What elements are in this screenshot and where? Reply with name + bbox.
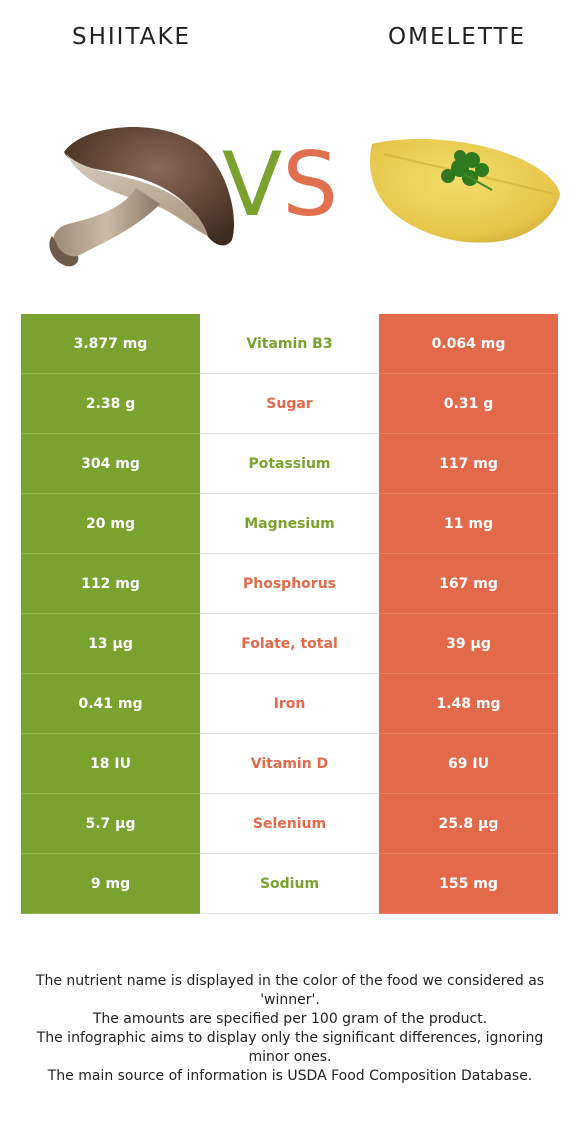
omelette-value: 69 IU: [379, 734, 558, 794]
table-row: 9 mg Sodium 155 mg: [21, 854, 558, 914]
food-title-left: SHIITAKE: [72, 24, 192, 50]
table-row: 13 µg Folate, total 39 µg: [21, 614, 558, 674]
note-per-100g: The amounts are specified per 100 gram o…: [92, 1011, 488, 1027]
nutrient-name: Iron: [200, 674, 379, 733]
vs-s: S: [282, 133, 339, 236]
shiitake-value: 2.38 g: [21, 374, 200, 434]
nutrient-name: Sodium: [200, 854, 379, 913]
omelette-value: 0.31 g: [379, 374, 558, 434]
shiitake-value: 9 mg: [21, 854, 200, 914]
table-row: 5.7 µg Selenium 25.8 µg: [21, 794, 558, 854]
nutrient-name: Vitamin B3: [200, 314, 379, 373]
shiitake-image: [49, 127, 235, 267]
omelette-value: 117 mg: [379, 434, 558, 494]
shiitake-value: 20 mg: [21, 494, 200, 554]
omelette-value: 1.48 mg: [379, 674, 558, 734]
shiitake-value: 3.877 mg: [21, 314, 200, 374]
omelette-value: 25.8 µg: [379, 794, 558, 854]
vs-label: VS: [222, 140, 338, 230]
vs-v: V: [222, 133, 283, 236]
omelette-value: 0.064 mg: [379, 314, 558, 374]
shiitake-value: 5.7 µg: [21, 794, 200, 854]
nutrient-name: Selenium: [200, 794, 379, 853]
footnotes: The nutrient name is displayed in the co…: [20, 972, 560, 1086]
omelette-image: [370, 139, 560, 243]
note-winner-color: The nutrient name is displayed in the co…: [35, 973, 545, 1008]
food-title-right: OMELETTE: [388, 24, 527, 50]
table-row: 0.41 mg Iron 1.48 mg: [21, 674, 558, 734]
table-row: 304 mg Potassium 117 mg: [21, 434, 558, 494]
note-source: The main source of information is USDA F…: [47, 1068, 533, 1084]
table-row: 18 IU Vitamin D 69 IU: [21, 734, 558, 794]
shiitake-value: 112 mg: [21, 554, 200, 614]
nutrient-name: Vitamin D: [200, 734, 379, 793]
shiitake-value: 13 µg: [21, 614, 200, 674]
nutrient-name: Phosphorus: [200, 554, 379, 613]
shiitake-value: 18 IU: [21, 734, 200, 794]
nutrient-name: Potassium: [200, 434, 379, 493]
table-row: 20 mg Magnesium 11 mg: [21, 494, 558, 554]
omelette-value: 167 mg: [379, 554, 558, 614]
nutrient-name: Magnesium: [200, 494, 379, 553]
shiitake-value: 0.41 mg: [21, 674, 200, 734]
table-row: 112 mg Phosphorus 167 mg: [21, 554, 558, 614]
table-row: 2.38 g Sugar 0.31 g: [21, 374, 558, 434]
nutrient-name: Sugar: [200, 374, 379, 433]
omelette-value: 11 mg: [379, 494, 558, 554]
shiitake-value: 304 mg: [21, 434, 200, 494]
nutrient-table: 3.877 mg Vitamin B3 0.064 mg 2.38 g Sugar 0.3…: [21, 314, 558, 914]
omelette-value: 39 µg: [379, 614, 558, 674]
omelette-value: 155 mg: [379, 854, 558, 914]
nutrient-name: Folate, total: [200, 614, 379, 673]
note-significant-diff: The infographic aims to display only the…: [36, 1030, 544, 1065]
table-row: 3.877 mg Vitamin B3 0.064 mg: [21, 314, 558, 374]
